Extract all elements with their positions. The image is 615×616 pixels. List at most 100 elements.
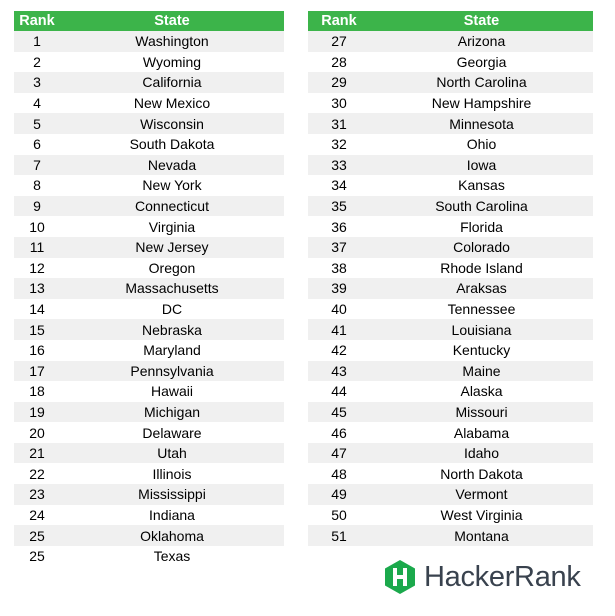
- state-cell: Alaska: [370, 381, 593, 402]
- rank-cell: 43: [308, 360, 370, 382]
- table-row: 29 North Carolina: [308, 72, 593, 93]
- state-cell: Massachusetts: [60, 278, 284, 299]
- rank-cell: 28: [308, 51, 370, 73]
- hackerrank-logo-text: HackerRank: [424, 560, 581, 593]
- state-cell: Mississippi: [60, 484, 284, 505]
- rank-cell: 6: [14, 133, 60, 155]
- table-row: 40 Tennessee: [308, 298, 593, 320]
- state-cell: Virginia: [60, 216, 284, 237]
- state-cell: Arizona: [370, 31, 593, 52]
- state-cell: Montana: [370, 525, 593, 546]
- rank-cell: 9: [14, 195, 60, 217]
- table-row: 5 Wisconsin: [14, 113, 284, 134]
- table-row: 36 Florida: [308, 216, 593, 237]
- table-row: 24 Indiana: [14, 504, 284, 526]
- table-row: 45 Missouri: [308, 401, 593, 423]
- state-cell: Alabama: [370, 422, 593, 443]
- state-cell: New Hampshire: [370, 92, 593, 114]
- table-row: 16 Maryland: [14, 339, 284, 361]
- rank-cell: 37: [308, 236, 370, 258]
- state-cell: Wisconsin: [60, 113, 284, 134]
- table-row: 50 West Virginia: [308, 504, 593, 526]
- state-cell: Utah: [60, 442, 284, 464]
- table-row: 35 South Carolina: [308, 195, 593, 217]
- table-row: 10 Virginia: [14, 216, 284, 237]
- rank-cell: 22: [14, 463, 60, 485]
- rank-cell: 8: [14, 175, 60, 196]
- rank-cell: 36: [308, 216, 370, 237]
- rank-column-header: Rank: [308, 11, 370, 31]
- rank-column-header: Rank: [14, 11, 60, 31]
- table-row: 18 Hawaii: [14, 381, 284, 402]
- table-row: 31 Minnesota: [308, 113, 593, 134]
- state-cell: Araksas: [370, 278, 593, 299]
- table-header-row: Rank State: [308, 11, 593, 31]
- rank-cell: 1: [14, 31, 60, 52]
- hackerrank-logo-icon: [385, 560, 415, 594]
- table-row: 2 Wyoming: [14, 51, 284, 73]
- state-cell: Minnesota: [370, 113, 593, 134]
- rank-cell: 51: [308, 525, 370, 546]
- state-cell: Nevada: [60, 154, 284, 176]
- state-cell: Florida: [370, 216, 593, 237]
- table-row: 17 Pennsylvania: [14, 360, 284, 382]
- table-row: 11 New Jersey: [14, 236, 284, 258]
- state-cell: North Carolina: [370, 72, 593, 93]
- rank-cell: 40: [308, 298, 370, 320]
- table-row: 25 Oklahoma: [14, 525, 284, 546]
- rank-cell: 48: [308, 463, 370, 485]
- table-row: 46 Alabama: [308, 422, 593, 443]
- rank-cell: 49: [308, 484, 370, 505]
- table-row: 30 New Hampshire: [308, 92, 593, 114]
- rank-cell: 16: [14, 339, 60, 361]
- table-row: 33 Iowa: [308, 154, 593, 176]
- state-cell: Iowa: [370, 154, 593, 176]
- state-cell: Rhode Island: [370, 257, 593, 279]
- table-row: 3 California: [14, 72, 284, 93]
- state-cell: Colorado: [370, 236, 593, 258]
- state-cell: Maryland: [60, 339, 284, 361]
- rank-cell: 24: [14, 504, 60, 526]
- table-row: 39 Araksas: [308, 278, 593, 299]
- state-cell: Connecticut: [60, 195, 284, 217]
- state-cell: West Virginia: [370, 504, 593, 526]
- table-row: 48 North Dakota: [308, 463, 593, 485]
- state-cell: California: [60, 72, 284, 93]
- table-row: 4 New Mexico: [14, 92, 284, 114]
- table-row: 51 Montana: [308, 525, 593, 546]
- state-cell: Oregon: [60, 257, 284, 279]
- rank-cell: 30: [308, 92, 370, 114]
- table-row: 19 Michigan: [14, 401, 284, 423]
- state-cell: South Dakota: [60, 133, 284, 155]
- table-row: 38 Rhode Island: [308, 257, 593, 279]
- state-cell: DC: [60, 298, 284, 320]
- table-row: 32 Ohio: [308, 133, 593, 155]
- state-cell: Georgia: [370, 51, 593, 73]
- state-cell: Oklahoma: [60, 525, 284, 546]
- state-column-header: State: [60, 11, 284, 31]
- rank-cell: 18: [14, 381, 60, 402]
- table-row: 14 DC: [14, 298, 284, 320]
- state-ranking-table-right: Rank State 27 Arizona 28 Georgia 29 North Car…: [308, 11, 593, 546]
- rank-cell: 25: [14, 545, 60, 567]
- state-cell: Nebraska: [60, 319, 284, 340]
- rank-cell: 38: [308, 257, 370, 279]
- table-row: 47 Idaho: [308, 442, 593, 464]
- table-row: 22 Illinois: [14, 463, 284, 485]
- rank-cell: 33: [308, 154, 370, 176]
- rank-cell: 12: [14, 257, 60, 279]
- rank-cell: 11: [14, 236, 60, 258]
- table-row: 20 Delaware: [14, 422, 284, 443]
- state-cell: New York: [60, 175, 284, 196]
- state-cell: North Dakota: [370, 463, 593, 485]
- table-header-row: Rank State: [14, 11, 284, 31]
- state-cell: Washington: [60, 31, 284, 52]
- state-cell: Vermont: [370, 484, 593, 505]
- state-cell: New Jersey: [60, 236, 284, 258]
- hackerrank-logo: HackerRank: [382, 558, 581, 596]
- rank-cell: 34: [308, 175, 370, 196]
- rank-cell: 15: [14, 319, 60, 340]
- state-cell: Ohio: [370, 133, 593, 155]
- table-row: 41 Louisiana: [308, 319, 593, 340]
- state-cell: Tennessee: [370, 298, 593, 320]
